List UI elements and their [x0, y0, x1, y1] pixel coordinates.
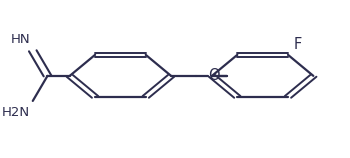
Text: HN: HN	[10, 33, 30, 46]
Text: O: O	[208, 68, 219, 83]
Text: F: F	[294, 37, 302, 52]
Text: H2N: H2N	[2, 106, 30, 119]
